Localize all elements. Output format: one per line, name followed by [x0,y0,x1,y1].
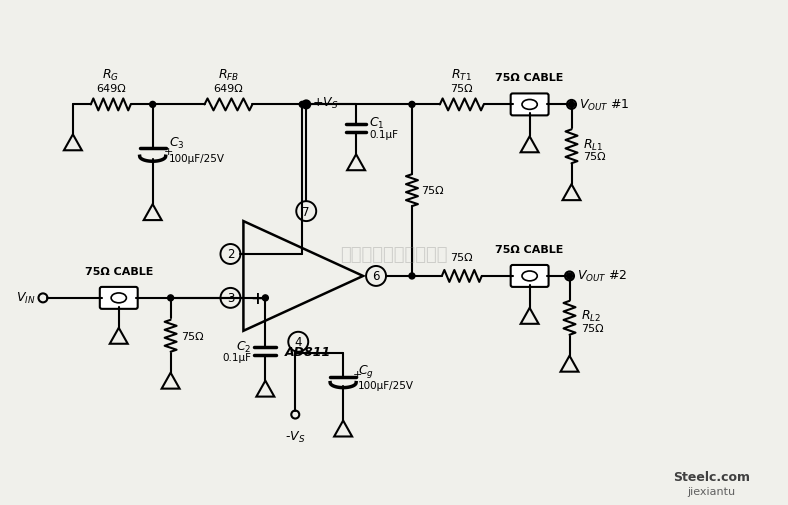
Text: 75Ω: 75Ω [451,252,473,263]
Text: Steelc.com: Steelc.com [673,470,749,483]
Text: 杭州将睿科技有限公司: 杭州将睿科技有限公司 [340,245,448,264]
Text: jiexiantu: jiexiantu [687,486,735,496]
Text: $R_G$: $R_G$ [102,68,119,83]
Text: 3: 3 [227,292,234,305]
Text: +: + [164,147,173,157]
Text: $V_{IN}$: $V_{IN}$ [16,291,35,306]
Text: 7: 7 [303,205,310,218]
Text: $R_{FB}$: $R_{FB}$ [217,68,239,83]
Text: 649Ω: 649Ω [96,84,125,94]
Text: 0.1μF: 0.1μF [369,130,398,140]
Text: 2: 2 [227,248,234,261]
Text: $C_2$: $C_2$ [236,339,251,355]
Text: 75Ω: 75Ω [181,331,204,341]
Text: 75Ω CABLE: 75Ω CABLE [84,267,153,276]
Circle shape [303,102,309,108]
Text: $V_{OUT}$ #1: $V_{OUT}$ #1 [579,97,630,113]
Circle shape [568,102,574,108]
Circle shape [150,102,156,108]
Text: 75Ω: 75Ω [583,152,606,162]
Circle shape [409,273,415,279]
Text: +: + [251,289,264,307]
Text: 4: 4 [295,336,302,348]
FancyBboxPatch shape [511,266,548,287]
Text: -$V_S$: -$V_S$ [285,429,306,444]
Text: AD811: AD811 [285,345,332,358]
Circle shape [299,102,305,108]
Text: +$V_S$: +$V_S$ [312,95,339,111]
Text: $C_g$: $C_g$ [358,363,374,379]
Circle shape [262,295,269,301]
Text: 100μF/25V: 100μF/25V [169,154,225,164]
Text: 75Ω: 75Ω [421,186,444,196]
Text: $R_{L2}$: $R_{L2}$ [582,309,602,324]
Text: 649Ω: 649Ω [214,84,243,94]
FancyBboxPatch shape [100,287,138,309]
Text: 75Ω: 75Ω [582,323,604,333]
Text: 75Ω CABLE: 75Ω CABLE [496,73,564,83]
Circle shape [168,295,173,301]
Text: $R_{T1}$: $R_{T1}$ [452,68,472,83]
Text: +: + [353,369,362,379]
Text: 100μF/25V: 100μF/25V [358,380,414,390]
Text: 6: 6 [372,270,380,283]
Text: $V_{OUT}$ #2: $V_{OUT}$ #2 [578,269,628,284]
Text: $R_{L1}$: $R_{L1}$ [583,137,604,153]
FancyBboxPatch shape [511,94,548,116]
Circle shape [567,273,573,279]
Text: 0.1μF: 0.1μF [222,352,251,362]
Text: $C_3$: $C_3$ [169,135,184,150]
Circle shape [409,102,415,108]
Text: 75Ω CABLE: 75Ω CABLE [496,244,564,255]
Text: 75Ω: 75Ω [451,84,473,94]
Text: $C_1$: $C_1$ [369,116,385,131]
